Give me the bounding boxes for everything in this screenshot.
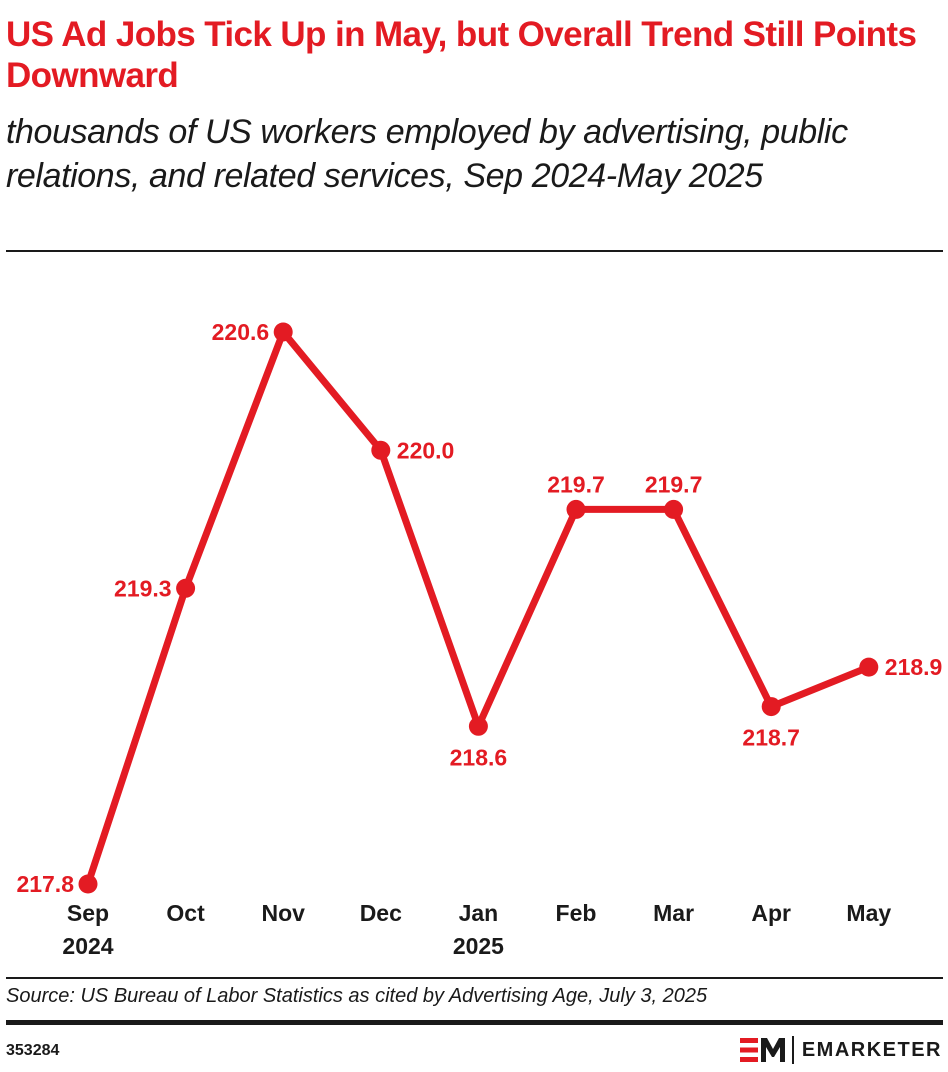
- data-point: [78, 874, 98, 894]
- x-tick-label: Dec: [360, 900, 402, 926]
- header-divider: [6, 250, 943, 252]
- data-point: [273, 322, 293, 342]
- x-tick-label: Sep: [67, 900, 109, 926]
- x-tick-label: Jan: [459, 900, 499, 926]
- source-divider: [6, 977, 943, 979]
- data-label: 218.7: [742, 725, 800, 751]
- x-tick-label: 2025: [453, 933, 504, 959]
- x-tick-label: Nov: [261, 900, 305, 926]
- x-tick-label: Feb: [556, 900, 597, 926]
- brand-logo: EMARKETER: [739, 1036, 942, 1064]
- data-point: [859, 657, 879, 677]
- brand-name: EMARKETER: [801, 1038, 942, 1061]
- data-label: 218.9: [885, 654, 943, 680]
- source-note: Source: US Bureau of Labor Statistics as…: [6, 985, 708, 1007]
- line-chart: 217.8 219.3 220.6 220.0 218.6 219.7 219.7 218.7…: [16, 319, 943, 959]
- series-line: [84, 328, 873, 888]
- em-logo-icon: [739, 1036, 786, 1064]
- x-tick-label: Oct: [166, 900, 205, 926]
- data-label: 220.0: [397, 437, 455, 463]
- x-tick-label: Mar: [653, 900, 694, 926]
- data-point: [176, 578, 196, 598]
- data-label: 218.6: [450, 744, 508, 770]
- data-point: [371, 440, 391, 460]
- x-tick-label: 2024: [62, 933, 113, 959]
- chart-title: US Ad Jobs Tick Up in May, but Overall T…: [6, 15, 917, 95]
- data-label: 220.6: [212, 319, 270, 345]
- x-tick-label: Apr: [751, 900, 791, 926]
- brand-separator: [791, 1036, 794, 1064]
- data-label: 219.7: [547, 471, 605, 497]
- chart-subtitle: thousands of US workers employed by adve…: [6, 113, 848, 195]
- chart-id: 353284: [6, 1042, 60, 1059]
- data-point: [664, 499, 684, 519]
- footer-divider: [6, 1020, 943, 1025]
- data-point: [468, 716, 488, 736]
- data-label: 219.7: [645, 471, 703, 497]
- data-label: 219.3: [114, 575, 172, 601]
- x-tick-label: May: [846, 900, 891, 926]
- data-label: 217.8: [16, 871, 74, 897]
- data-point: [761, 697, 781, 717]
- data-point: [566, 499, 586, 519]
